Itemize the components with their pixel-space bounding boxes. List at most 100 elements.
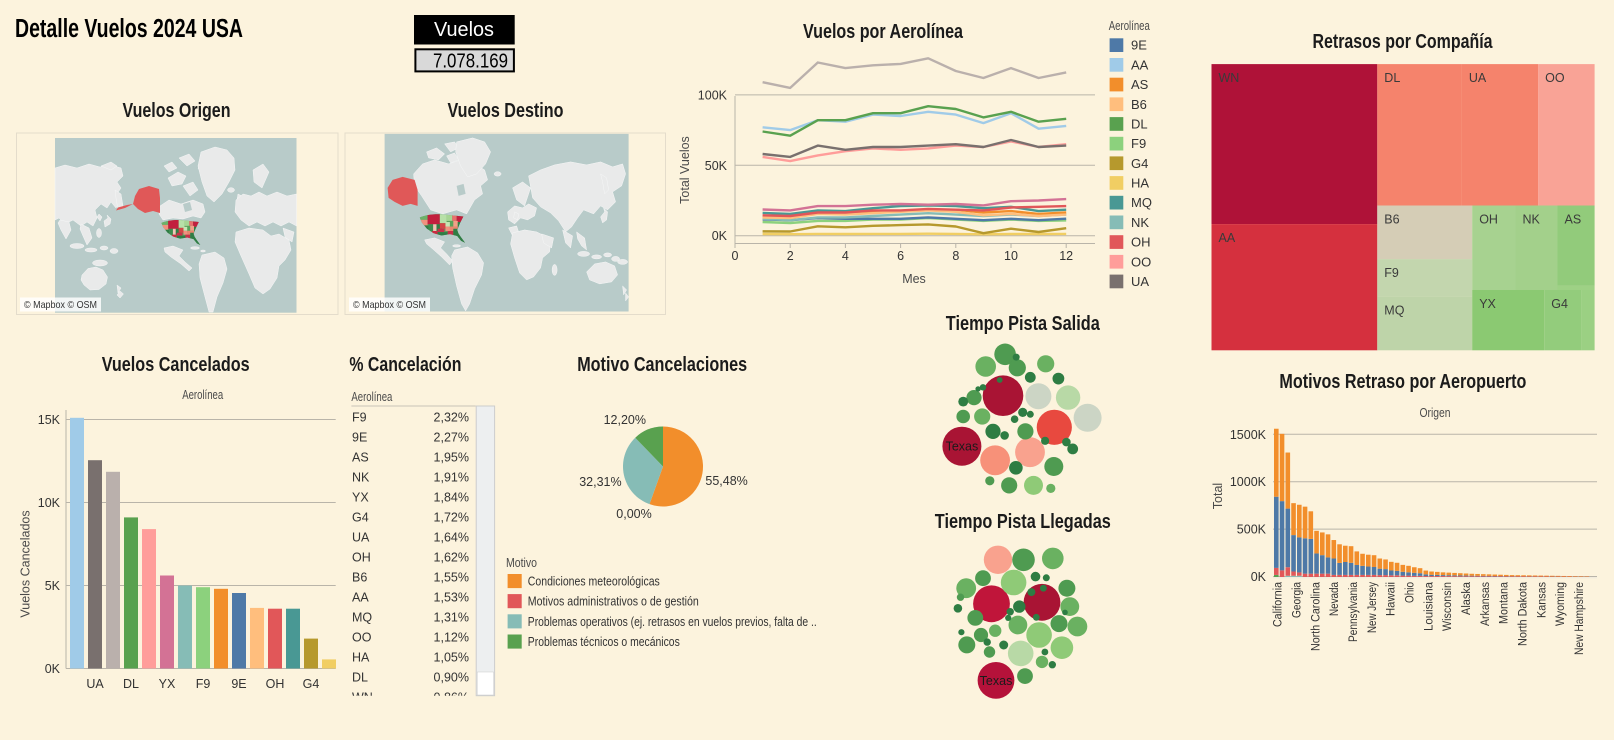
svg-text:G4: G4 xyxy=(1131,156,1148,171)
svg-text:Wisconsin: Wisconsin xyxy=(1442,582,1454,631)
svg-text:Aerolínea: Aerolínea xyxy=(351,390,392,404)
svg-text:Total: Total xyxy=(1211,483,1225,509)
svg-text:UA: UA xyxy=(1469,71,1487,85)
svg-text:Nevada: Nevada xyxy=(1329,581,1341,616)
svg-text:Alaska: Alaska xyxy=(1461,581,1473,615)
svg-text:© Mapbox © OSM: © Mapbox © OSM xyxy=(353,299,426,311)
svg-text:F9: F9 xyxy=(1384,266,1399,280)
svg-text:Condiciones meteorológicas: Condiciones meteorológicas xyxy=(528,575,660,589)
svg-text:OH: OH xyxy=(352,550,371,564)
svg-text:Texas: Texas xyxy=(980,674,1013,688)
svg-text:MQ: MQ xyxy=(1131,195,1152,210)
svg-text:15K: 15K xyxy=(38,413,61,427)
svg-text:1,84%: 1,84% xyxy=(434,490,469,504)
svg-text:Wyoming: Wyoming xyxy=(1555,582,1567,626)
svg-text:DL: DL xyxy=(352,670,368,684)
svg-text:Motivos administrativos o de g: Motivos administrativos o de gestión xyxy=(528,595,699,609)
svg-text:Pennsylvania: Pennsylvania xyxy=(1348,581,1360,642)
svg-text:NK: NK xyxy=(1131,215,1149,230)
svg-text:AA: AA xyxy=(352,590,369,604)
svg-text:Vuelos por Aerolínea: Vuelos por Aerolínea xyxy=(803,21,964,43)
svg-text:32,31%: 32,31% xyxy=(579,475,621,489)
svg-text:500K: 500K xyxy=(1237,523,1267,537)
svg-text:Texas: Texas xyxy=(946,440,979,454)
svg-text:Total Vuelos: Total Vuelos xyxy=(678,136,692,204)
svg-text:0: 0 xyxy=(732,249,739,263)
svg-text:NK: NK xyxy=(352,470,370,484)
svg-text:Hawaii: Hawaii xyxy=(1386,582,1398,616)
svg-text:HA: HA xyxy=(352,650,370,664)
svg-text:Origen: Origen xyxy=(1420,406,1451,420)
svg-text:OH: OH xyxy=(1131,235,1151,250)
svg-text:Aerolínea: Aerolínea xyxy=(182,388,223,402)
svg-text:1,62%: 1,62% xyxy=(434,550,469,564)
svg-text:Motivo: Motivo xyxy=(506,556,537,570)
svg-text:12,20%: 12,20% xyxy=(604,413,646,427)
svg-text:Mes: Mes xyxy=(902,272,926,286)
svg-text:DL: DL xyxy=(1131,117,1148,132)
svg-text:1,31%: 1,31% xyxy=(434,610,469,624)
svg-text:OO: OO xyxy=(352,630,372,644)
svg-text:0K: 0K xyxy=(45,662,61,676)
svg-text:Tiempo Pista Llegadas: Tiempo Pista Llegadas xyxy=(935,511,1111,533)
svg-text:AS: AS xyxy=(1565,213,1582,227)
svg-text:Motivos Retraso por Aeropuerto: Motivos Retraso por Aeropuerto xyxy=(1279,371,1526,393)
svg-text:AA: AA xyxy=(1131,57,1149,72)
svg-text:YX: YX xyxy=(1479,297,1496,311)
svg-text:B6: B6 xyxy=(352,570,367,584)
svg-text:1,53%: 1,53% xyxy=(434,590,469,604)
svg-text:50K: 50K xyxy=(705,159,728,173)
svg-text:AS: AS xyxy=(352,450,369,464)
svg-text:New Jersey: New Jersey xyxy=(1367,582,1379,633)
svg-text:8: 8 xyxy=(952,249,959,263)
svg-text:DL: DL xyxy=(1384,71,1400,85)
svg-text:0,86%: 0,86% xyxy=(434,690,469,704)
svg-text:OO: OO xyxy=(1131,254,1151,269)
svg-text:Motivo Cancelaciones: Motivo Cancelaciones xyxy=(577,354,747,376)
svg-text:WN: WN xyxy=(352,690,373,704)
svg-text:Problemas operativos (ej. retr: Problemas operativos (ej. retrasos en vu… xyxy=(528,615,817,629)
svg-text:Problemas técnicos o mecánicos: Problemas técnicos o mecánicos xyxy=(528,635,680,649)
svg-text:F9: F9 xyxy=(1131,136,1146,151)
svg-text:Tiempo Pista Salida: Tiempo Pista Salida xyxy=(946,313,1101,335)
svg-text:HA: HA xyxy=(1131,176,1149,191)
svg-text:2: 2 xyxy=(787,249,794,263)
svg-text:UA: UA xyxy=(86,677,104,691)
svg-text:Georgia: Georgia xyxy=(1292,581,1304,618)
svg-text:MQ: MQ xyxy=(1384,303,1404,317)
svg-text:0K: 0K xyxy=(712,229,728,243)
svg-text:F9: F9 xyxy=(196,677,211,691)
svg-text:UA: UA xyxy=(352,530,370,544)
svg-text:Vuelos Destino: Vuelos Destino xyxy=(448,100,564,122)
svg-text:North Dakota: North Dakota xyxy=(1518,581,1530,646)
svg-text:7.078.169: 7.078.169 xyxy=(433,51,508,73)
svg-text:1,55%: 1,55% xyxy=(434,570,469,584)
svg-text:1,95%: 1,95% xyxy=(434,450,469,464)
svg-text:1500K: 1500K xyxy=(1230,428,1267,442)
svg-text:OO: OO xyxy=(1545,71,1565,85)
svg-text:Arkansas: Arkansas xyxy=(1480,582,1492,626)
svg-text:Vuelos: Vuelos xyxy=(434,19,494,41)
svg-text:B6: B6 xyxy=(1384,213,1399,227)
svg-text:DL: DL xyxy=(123,677,139,691)
svg-text:California: California xyxy=(1273,581,1285,627)
svg-text:2,27%: 2,27% xyxy=(434,430,469,444)
svg-text:OH: OH xyxy=(1479,213,1498,227)
svg-text:1000K: 1000K xyxy=(1230,475,1267,489)
svg-text:YX: YX xyxy=(352,490,369,504)
svg-text:Vuelos Origen: Vuelos Origen xyxy=(123,100,231,122)
svg-text:New Hampshire: New Hampshire xyxy=(1574,582,1586,655)
svg-text:G4: G4 xyxy=(352,510,369,524)
svg-text:© Mapbox © OSM: © Mapbox © OSM xyxy=(24,299,97,311)
svg-text:100K: 100K xyxy=(698,88,728,102)
svg-text:1,72%: 1,72% xyxy=(434,510,469,524)
svg-text:Montana: Montana xyxy=(1499,581,1511,624)
svg-text:Louisiana: Louisiana xyxy=(1423,581,1435,631)
svg-text:0K: 0K xyxy=(1251,570,1267,584)
svg-text:10K: 10K xyxy=(38,496,61,510)
svg-text:5K: 5K xyxy=(45,579,61,593)
svg-text:1,05%: 1,05% xyxy=(434,650,469,664)
svg-text:9E: 9E xyxy=(231,677,246,691)
svg-text:Vuelos Cancelados: Vuelos Cancelados xyxy=(102,354,250,376)
svg-text:YX: YX xyxy=(159,677,176,691)
